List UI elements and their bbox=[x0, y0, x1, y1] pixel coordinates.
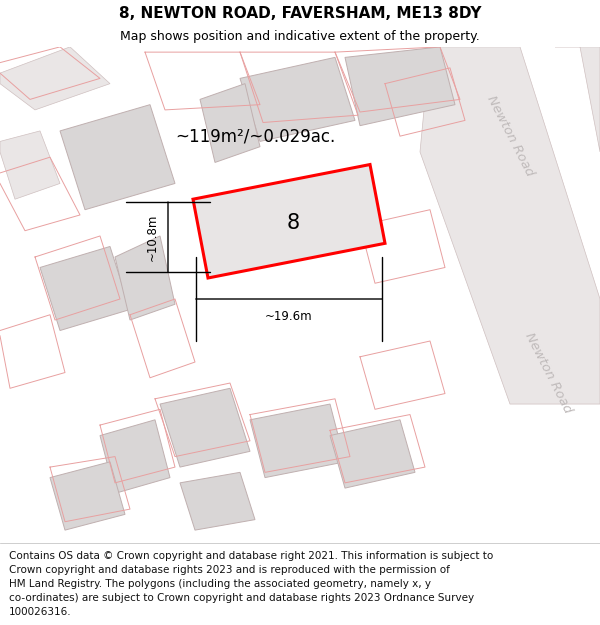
Polygon shape bbox=[180, 472, 255, 530]
Text: 100026316.: 100026316. bbox=[9, 608, 71, 618]
Polygon shape bbox=[250, 404, 345, 478]
Text: Newton Road: Newton Road bbox=[522, 330, 574, 415]
Polygon shape bbox=[160, 388, 250, 467]
Polygon shape bbox=[345, 47, 455, 126]
Polygon shape bbox=[0, 47, 110, 110]
Polygon shape bbox=[50, 462, 125, 530]
Polygon shape bbox=[0, 131, 60, 199]
Text: co-ordinates) are subject to Crown copyright and database rights 2023 Ordnance S: co-ordinates) are subject to Crown copyr… bbox=[9, 593, 474, 603]
Polygon shape bbox=[100, 420, 170, 493]
Polygon shape bbox=[330, 420, 415, 488]
Polygon shape bbox=[200, 84, 260, 162]
Text: 8: 8 bbox=[286, 213, 299, 233]
Text: Map shows position and indicative extent of the property.: Map shows position and indicative extent… bbox=[120, 30, 480, 43]
Text: 8, NEWTON ROAD, FAVERSHAM, ME13 8DY: 8, NEWTON ROAD, FAVERSHAM, ME13 8DY bbox=[119, 6, 481, 21]
Text: Newton Road: Newton Road bbox=[484, 94, 536, 179]
Polygon shape bbox=[193, 164, 385, 278]
Polygon shape bbox=[40, 246, 130, 331]
Polygon shape bbox=[60, 104, 175, 210]
Polygon shape bbox=[115, 236, 175, 320]
Polygon shape bbox=[555, 47, 600, 152]
Text: Crown copyright and database rights 2023 and is reproduced with the permission o: Crown copyright and database rights 2023… bbox=[9, 565, 450, 575]
Text: ~10.8m: ~10.8m bbox=[146, 213, 158, 261]
Text: ~19.6m: ~19.6m bbox=[265, 311, 313, 323]
Polygon shape bbox=[240, 58, 355, 141]
Polygon shape bbox=[420, 47, 600, 404]
Text: Contains OS data © Crown copyright and database right 2021. This information is : Contains OS data © Crown copyright and d… bbox=[9, 551, 493, 561]
Text: HM Land Registry. The polygons (including the associated geometry, namely x, y: HM Land Registry. The polygons (includin… bbox=[9, 579, 431, 589]
Text: ~119m²/~0.029ac.: ~119m²/~0.029ac. bbox=[175, 127, 335, 145]
